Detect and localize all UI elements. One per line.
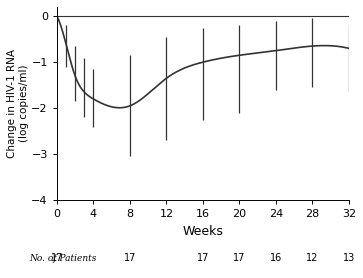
Text: 12: 12 bbox=[306, 253, 319, 263]
Text: 13: 13 bbox=[343, 253, 355, 263]
Text: 17: 17 bbox=[124, 253, 136, 263]
Y-axis label: Change in HIV-1 RNA
(log copies/ml): Change in HIV-1 RNA (log copies/ml) bbox=[7, 49, 29, 158]
Text: 17: 17 bbox=[51, 253, 63, 263]
Text: 17: 17 bbox=[233, 253, 246, 263]
Text: No. of Patients: No. of Patients bbox=[29, 254, 97, 263]
Text: 16: 16 bbox=[270, 253, 282, 263]
Text: 17: 17 bbox=[197, 253, 209, 263]
X-axis label: Weeks: Weeks bbox=[183, 225, 223, 238]
